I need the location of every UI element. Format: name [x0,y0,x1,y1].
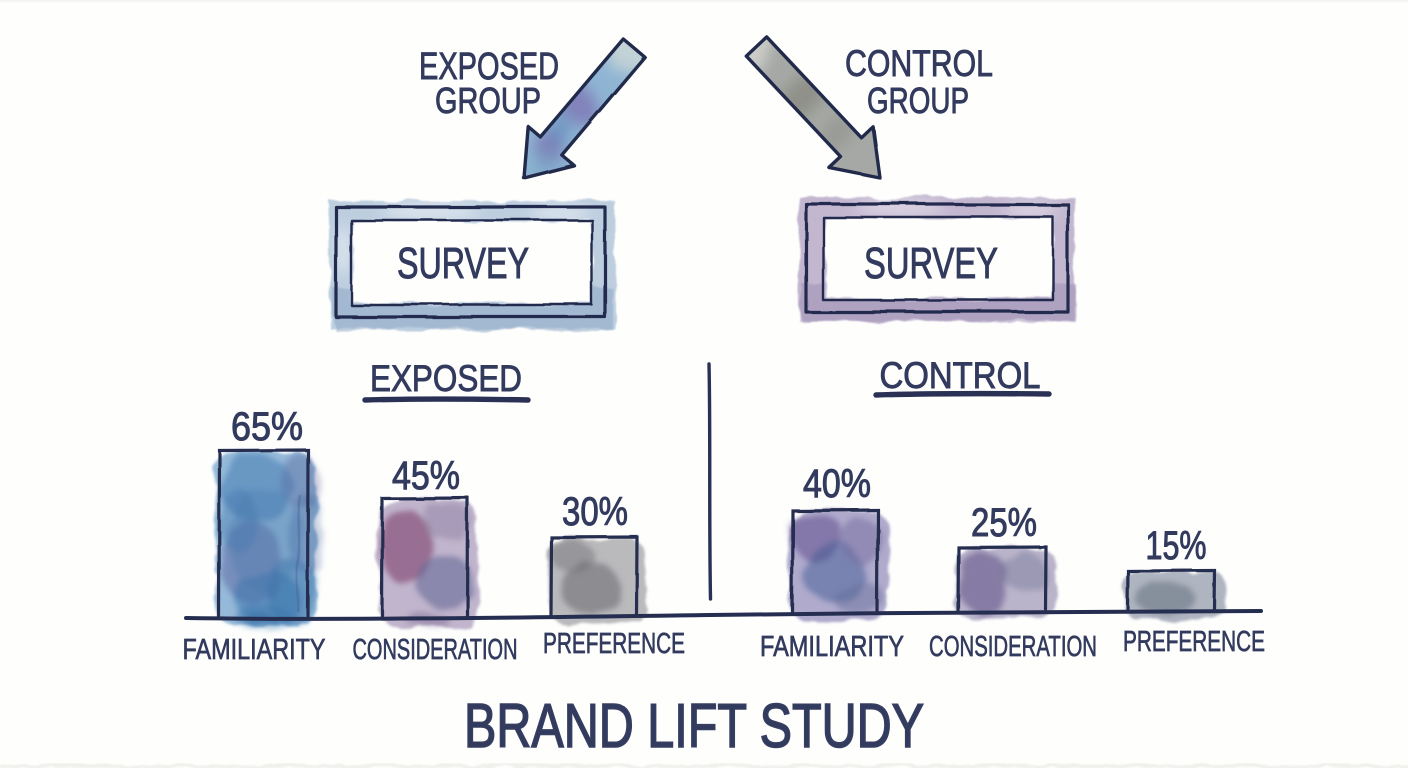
svg-text:CONTROL: CONTROL [880,355,1041,396]
svg-text:SURVEY: SURVEY [397,239,529,288]
svg-text:GROUP: GROUP [435,80,541,121]
svg-text:25%: 25% [971,501,1037,545]
svg-text:30%: 30% [562,490,628,534]
svg-text:GROUP: GROUP [867,80,969,121]
svg-text:FAMILIARITY: FAMILIARITY [183,634,326,666]
svg-text:CONTROL: CONTROL [845,43,993,84]
svg-text:PREFERENCE: PREFERENCE [543,628,685,660]
svg-text:SURVEY: SURVEY [864,239,998,288]
svg-text:BRAND LIFT STUDY: BRAND LIFT STUDY [464,692,924,761]
svg-text:EXPOSED: EXPOSED [419,46,559,88]
svg-text:15%: 15% [1146,524,1207,568]
svg-text:40%: 40% [803,462,871,506]
svg-text:PREFERENCE: PREFERENCE [1123,626,1265,658]
svg-text:FAMILIARITY: FAMILIARITY [760,631,904,663]
svg-text:45%: 45% [392,454,460,498]
svg-text:CONSIDERATION: CONSIDERATION [929,631,1097,663]
svg-text:CONSIDERATION: CONSIDERATION [353,634,518,666]
svg-text:65%: 65% [231,405,303,449]
svg-text:EXPOSED: EXPOSED [370,358,522,399]
